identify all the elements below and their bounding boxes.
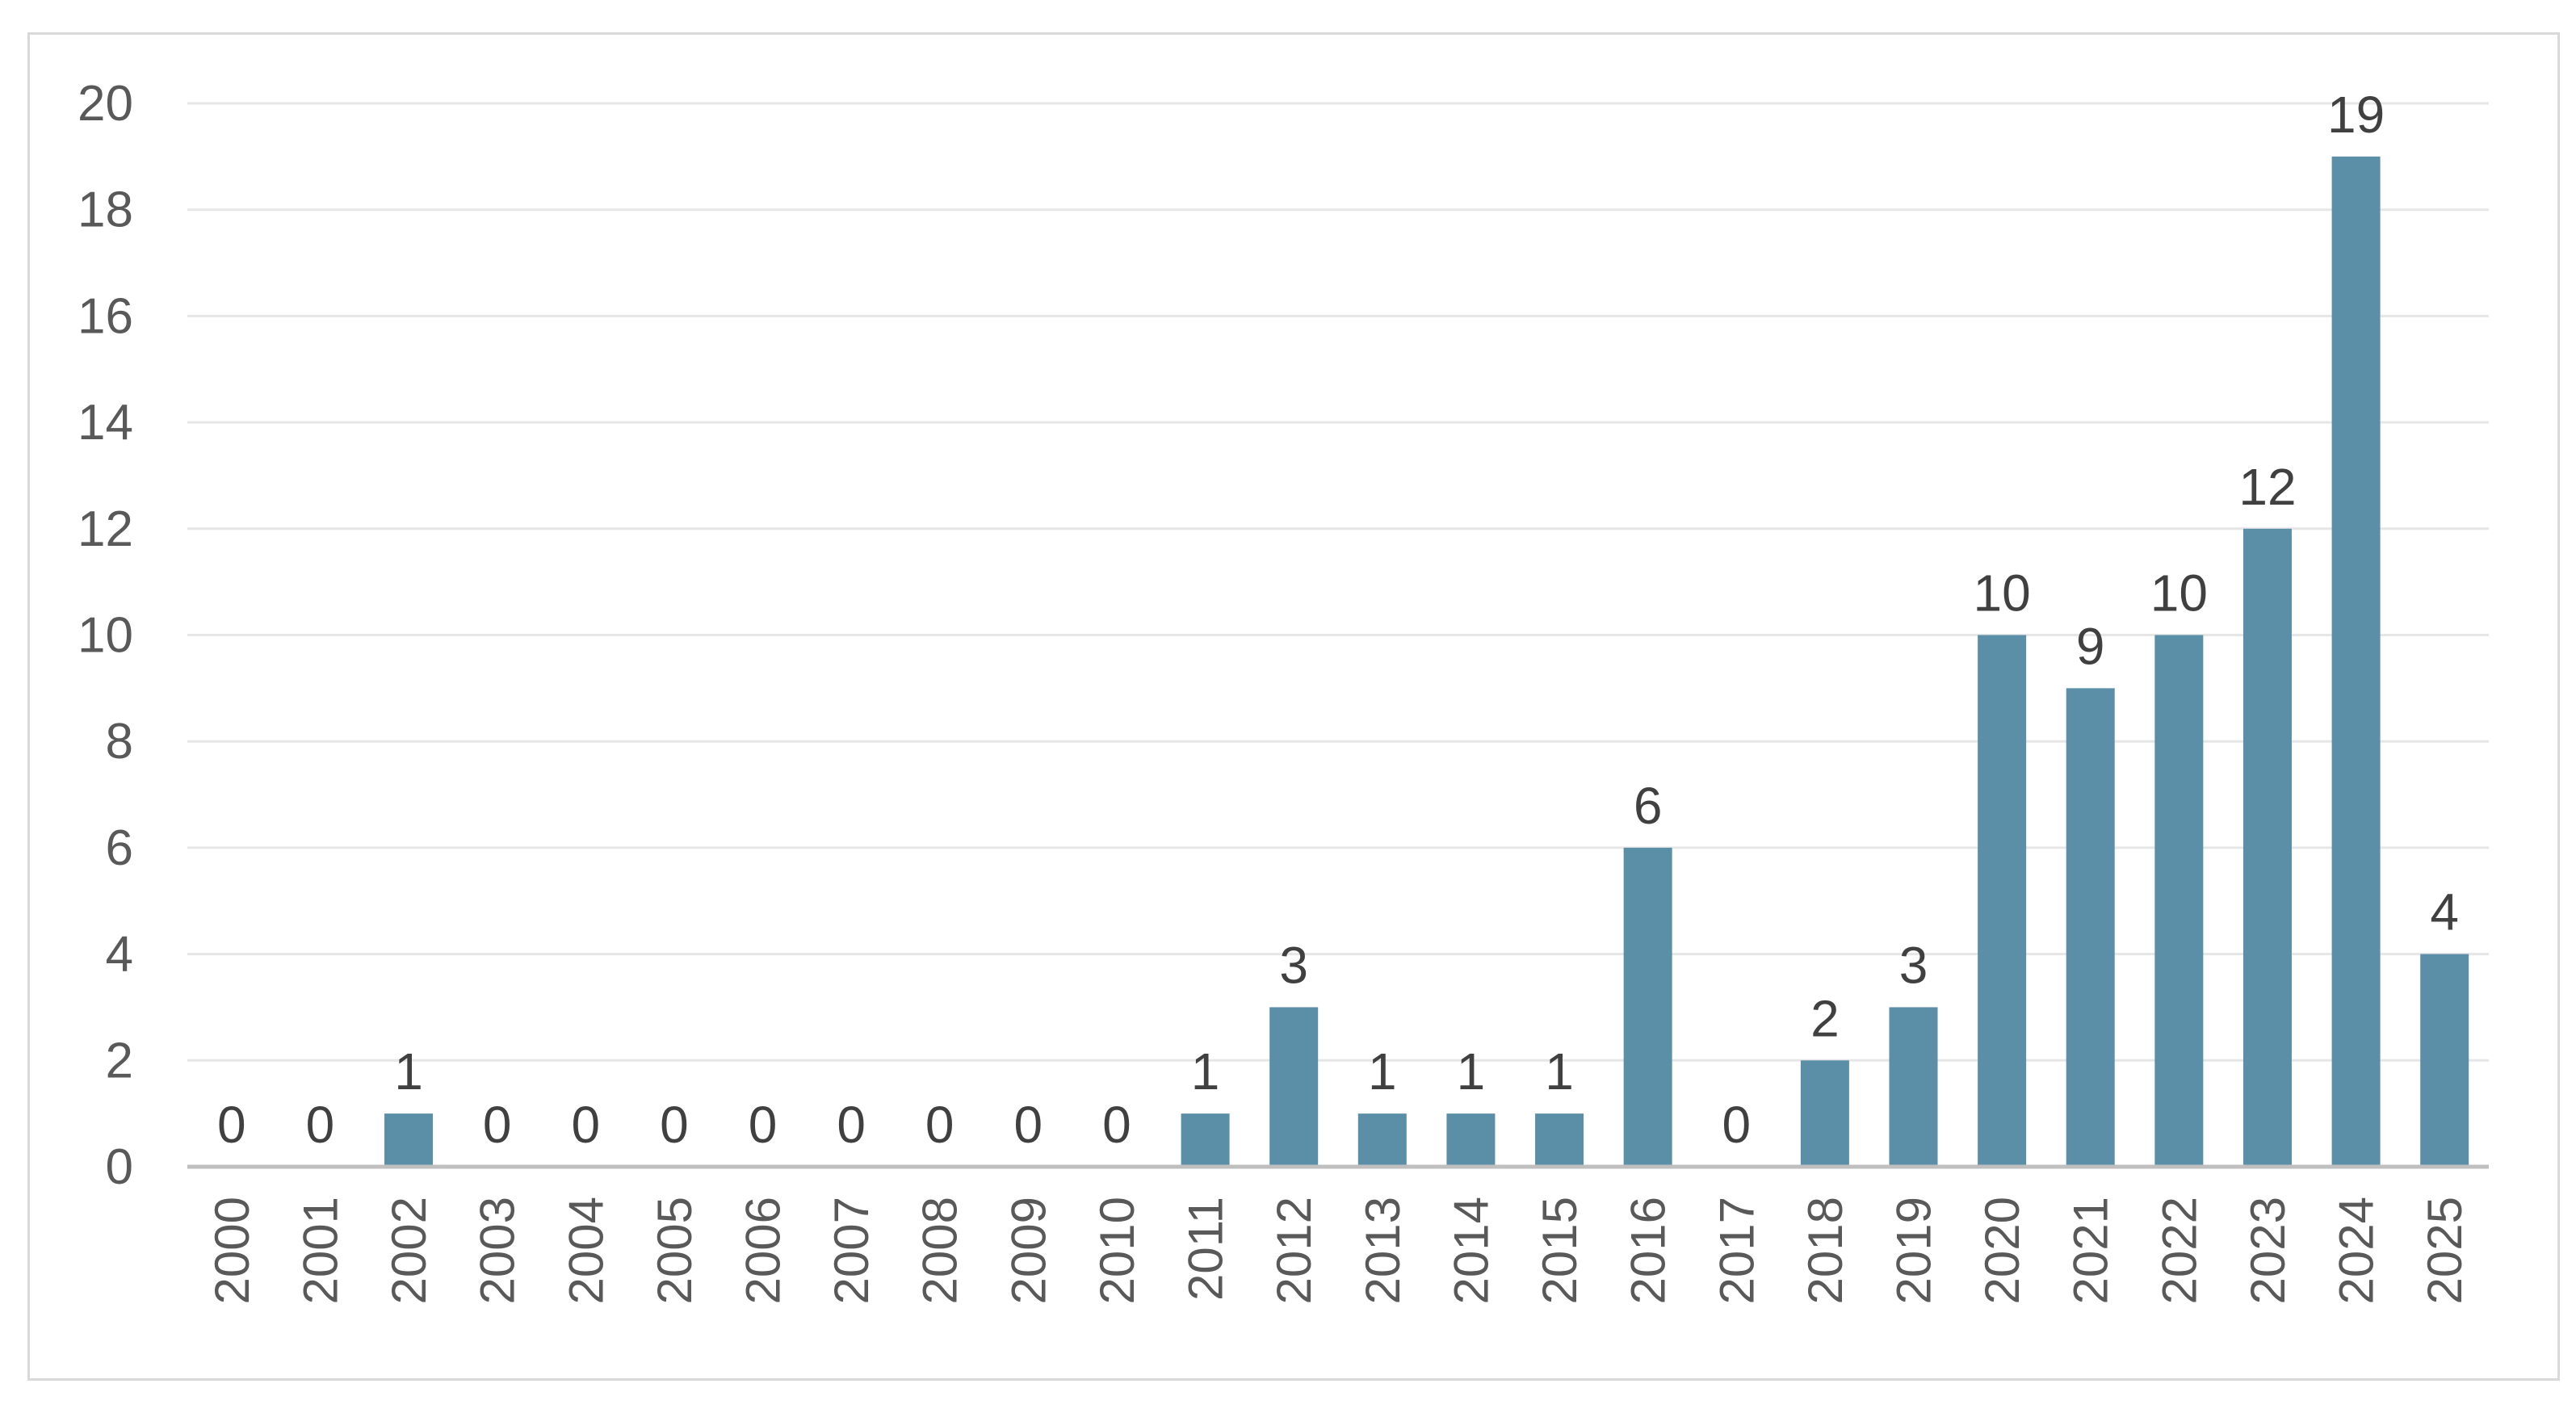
bar-2016 — [1623, 847, 1672, 1167]
x-tick-label-2018: 2018 — [1798, 1197, 1852, 1304]
data-label-2020: 10 — [1974, 564, 2031, 623]
x-tick-label-2020: 2020 — [1975, 1197, 2029, 1304]
x-tick-label-2000: 2000 — [205, 1197, 259, 1304]
data-label-2014: 1 — [1457, 1042, 1486, 1101]
bar-2024 — [2331, 156, 2381, 1168]
y-tick-label: 14 — [78, 395, 133, 451]
x-tick-label-2002: 2002 — [382, 1197, 436, 1304]
data-label-2021: 9 — [2076, 617, 2105, 675]
y-tick-label: 12 — [78, 501, 133, 557]
bar-2025 — [2420, 954, 2469, 1167]
y-tick-label: 4 — [106, 927, 133, 983]
data-label-2006: 0 — [749, 1096, 778, 1154]
x-tick-label-2024: 2024 — [2330, 1197, 2384, 1304]
bar-2023 — [2242, 528, 2292, 1167]
bar-2021 — [2066, 688, 2115, 1167]
x-tick-label-2014: 2014 — [1444, 1197, 1498, 1304]
data-label-2017: 0 — [1722, 1096, 1751, 1154]
bar-2018 — [1800, 1060, 1849, 1167]
x-tick-label-2009: 2009 — [1001, 1197, 1055, 1304]
data-label-2004: 0 — [571, 1096, 600, 1154]
x-tick-label-2023: 2023 — [2241, 1197, 2295, 1304]
x-tick-label-2003: 2003 — [471, 1197, 525, 1304]
bar-2020 — [1978, 635, 2027, 1167]
x-tick-label-2017: 2017 — [1710, 1197, 1764, 1304]
y-tick-label: 2 — [106, 1033, 133, 1088]
data-label-2019: 3 — [1899, 936, 1928, 994]
y-axis-ticks: 0 2 4 6 8 10 12 14 16 18 20 — [78, 76, 133, 1195]
data-label-2009: 0 — [1014, 1096, 1043, 1154]
bar-2015 — [1535, 1113, 1584, 1167]
bar-2002 — [384, 1113, 434, 1167]
x-axis-ticks: 2000 2001 2002 2003 2004 2005 2006 2007 2008 2009… — [205, 1197, 2472, 1304]
x-tick-label-2006: 2006 — [736, 1197, 791, 1304]
data-label-2001: 0 — [306, 1096, 335, 1154]
data-label-2012: 3 — [1279, 936, 1308, 994]
bar-2022 — [2154, 635, 2204, 1167]
data-label-2015: 1 — [1545, 1042, 1574, 1101]
bar-2014 — [1446, 1113, 1496, 1167]
data-label-2024: 19 — [2327, 86, 2385, 144]
data-label-2013: 1 — [1368, 1042, 1397, 1101]
x-tick-label-2010: 2010 — [1090, 1197, 1144, 1304]
x-tick-label-2025: 2025 — [2418, 1197, 2472, 1304]
data-label-2010: 0 — [1102, 1096, 1131, 1154]
y-tick-label: 20 — [78, 76, 133, 132]
data-label-2003: 0 — [483, 1096, 512, 1154]
x-tick-label-2013: 2013 — [1356, 1197, 1410, 1304]
x-tick-label-2004: 2004 — [559, 1197, 613, 1304]
x-tick-label-2015: 2015 — [1533, 1197, 1587, 1304]
x-tick-label-2007: 2007 — [824, 1197, 879, 1304]
x-tick-label-2021: 2021 — [2064, 1197, 2118, 1304]
x-tick-label-2016: 2016 — [1622, 1197, 1676, 1304]
data-label-2022: 10 — [2150, 564, 2208, 623]
y-tick-label: 6 — [106, 820, 133, 876]
x-tick-label-2011: 2011 — [1179, 1197, 1233, 1301]
bar-2019 — [1889, 1007, 1938, 1167]
data-label-2005: 0 — [660, 1096, 689, 1154]
x-tick-label-2008: 2008 — [913, 1197, 967, 1304]
y-tick-label: 16 — [78, 288, 133, 344]
bars — [384, 156, 2469, 1168]
data-label-2011: 1 — [1191, 1042, 1220, 1101]
x-tick-label-2005: 2005 — [648, 1197, 702, 1304]
data-label-2008: 0 — [925, 1096, 954, 1154]
data-label-2016: 6 — [1634, 777, 1663, 835]
data-label-2023: 12 — [2238, 458, 2296, 516]
y-tick-label: 0 — [106, 1139, 133, 1195]
y-tick-label: 10 — [78, 608, 133, 664]
y-tick-label: 18 — [78, 182, 133, 238]
x-tick-label-2001: 2001 — [293, 1197, 347, 1304]
x-tick-label-2012: 2012 — [1267, 1197, 1321, 1304]
data-label-2007: 0 — [837, 1096, 866, 1154]
data-label-2002: 1 — [394, 1042, 423, 1101]
data-label-2025: 4 — [2430, 883, 2459, 941]
x-tick-label-2022: 2022 — [2152, 1197, 2206, 1304]
bar-2012 — [1269, 1007, 1319, 1167]
data-label-2018: 2 — [1810, 989, 1840, 1047]
x-tick-label-2019: 2019 — [1887, 1197, 1941, 1304]
data-label-2000: 0 — [217, 1096, 246, 1154]
gridlines — [187, 102, 2489, 1062]
y-tick-label: 8 — [106, 714, 133, 769]
bar-2013 — [1357, 1113, 1407, 1167]
bar-2011 — [1181, 1113, 1230, 1167]
